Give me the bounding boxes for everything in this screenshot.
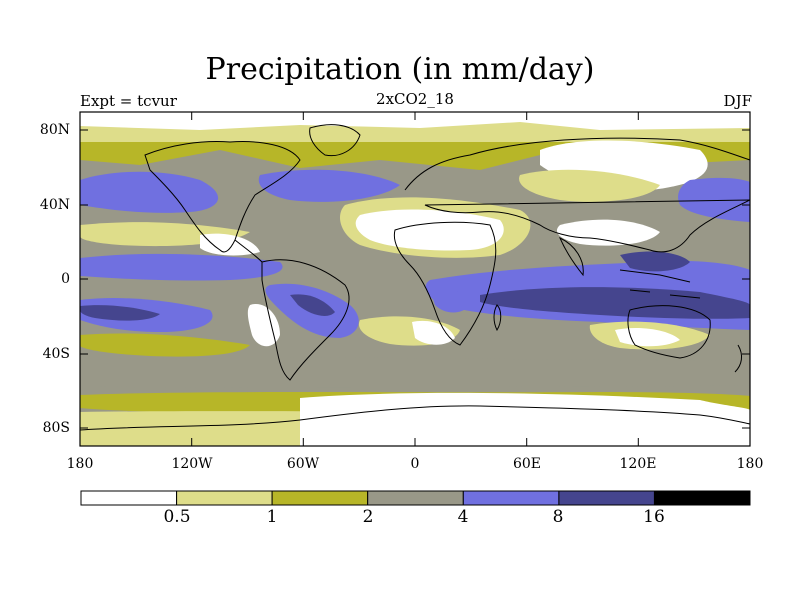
colorbar-label-1: 1 [266,507,278,527]
colorbar-swatch-4 [462,490,560,506]
central-america-coast [234,239,263,263]
new-zealand-coast [734,344,743,373]
arabia-dry [556,219,660,246]
eurasia-coast [404,137,750,253]
africa-wet [430,288,470,313]
colorbar-swatch-5 [558,490,656,506]
australia-coast [627,305,711,359]
sahara-dry [355,209,504,251]
indian-very-wet [480,287,750,319]
x-tick-label-120w: 120W [171,456,213,472]
asia-semi [519,169,660,202]
colorbar [80,490,751,506]
indonesia-coast [619,269,701,299]
india-coast [559,236,584,277]
colorbar-label-4: 8 [552,507,564,527]
itcz-pacific [80,253,283,281]
namibia-dry [412,320,455,345]
wpacific-storm [678,177,750,222]
antarctic-dry [300,392,750,446]
colorbar-swatch-3 [367,490,464,506]
colorbar-label-0: 0.5 [163,507,191,527]
natlantic-storm [258,169,400,202]
maritime-cont [620,251,690,272]
precipitation-field [80,112,750,446]
y-tick-label-40s: 40S [42,346,70,362]
y-tick-label-0: 0 [61,271,70,287]
x-tick-marks [79,112,751,446]
y-tick-label-80n: 80N [39,122,70,138]
amazon-very-wet [290,294,335,316]
spac-subtrop [80,333,250,357]
band-north-dry [80,112,750,130]
colorbar-swatch-6 [653,490,751,506]
colorbar-swatch-0 [80,490,178,506]
coastlines [80,124,750,431]
x-tick-label-120e: 120E [619,456,657,472]
australia-dry [615,328,680,347]
map-title: Precipitation (in mm/day) [205,52,595,87]
colorbar-swatch-1 [176,490,273,506]
south-america-coast [261,259,350,381]
x-tick-label-60e: 60E [512,456,542,472]
npacific-storm [80,171,219,213]
season-label: DJF [723,92,752,110]
x-tick-label-180w: 180 [66,456,94,472]
madagascar-coast [493,304,502,332]
spcz-core [80,305,160,321]
experiment-label: Expt = tcvur [80,92,177,110]
x-tick-label-0: 0 [410,456,420,472]
x-tick-label-180e: 180 [736,456,764,472]
y-tick-label-80s: 80S [42,420,70,436]
antarctica-coast [80,405,750,431]
antarctic-west [80,417,300,446]
colorbar-label-3: 4 [457,507,469,527]
colorbar-swatch-2 [271,490,369,506]
y-tick-label-40n: 40N [39,197,70,213]
colorbar-label-5: 16 [643,507,665,527]
colorbar-label-2: 2 [362,507,374,527]
mexico-dry [200,233,260,256]
southern-ocean [80,357,750,388]
africa-coast [393,221,497,346]
run-label: 2xCO2_18 [376,90,454,108]
north-america-coast [144,141,301,253]
y-tick-marks [80,129,750,429]
x-tick-label-60w: 60W [286,456,320,472]
chile-dry [247,304,280,347]
greenland-coast [309,124,361,157]
